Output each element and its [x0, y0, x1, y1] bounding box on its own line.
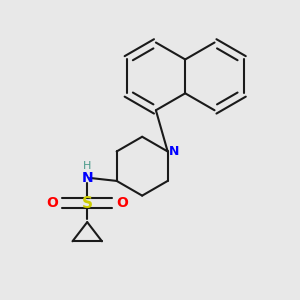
Text: N: N — [81, 171, 93, 185]
Text: O: O — [117, 196, 128, 210]
Text: O: O — [46, 196, 58, 210]
Text: H: H — [83, 160, 92, 171]
Text: N: N — [169, 145, 179, 158]
Text: S: S — [82, 196, 93, 211]
